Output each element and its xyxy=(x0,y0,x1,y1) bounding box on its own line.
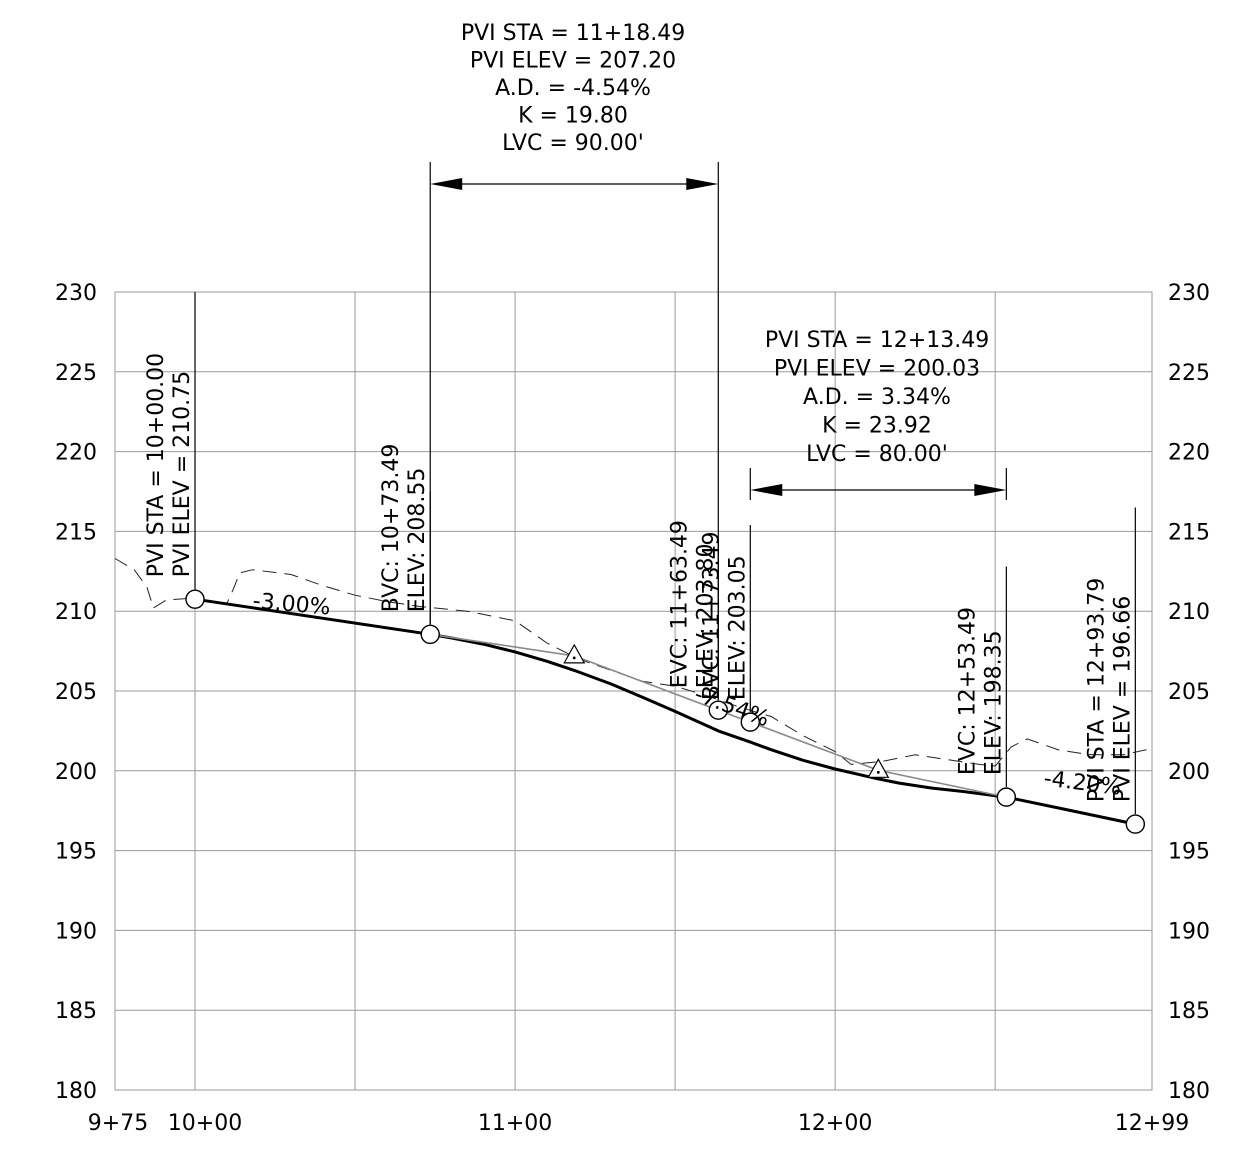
y-tick-left: 185 xyxy=(55,999,97,1024)
curve-info-line: PVI STA = 11+18.49 xyxy=(461,21,685,46)
y-tick-right: 215 xyxy=(1168,520,1210,545)
x-tick-label: 12+00 xyxy=(798,1111,872,1136)
station-label: ELEV: 198.35 xyxy=(981,630,1006,775)
station-label: ELEV: 203.05 xyxy=(725,555,750,700)
x-tick-label: 9+75 xyxy=(88,1111,148,1136)
station-label: PVI STA = 10+00.00 xyxy=(144,353,169,577)
series-tangent-extension xyxy=(430,633,1007,798)
station-label: BVC: 10+73.49 xyxy=(379,444,404,613)
curve-info-line: K = 19.80 xyxy=(518,104,628,129)
dimension-arrow-left xyxy=(750,484,783,496)
bvc-point xyxy=(420,624,440,645)
evc-point xyxy=(996,787,1017,807)
curve-info-line: LVC = 80.00' xyxy=(806,442,948,467)
y-tick-right: 225 xyxy=(1168,361,1210,386)
curve-info-line: PVI ELEV = 200.03 xyxy=(774,357,980,382)
y-tick-left: 205 xyxy=(55,680,97,705)
y-tick-left: 230 xyxy=(55,281,97,306)
y-tick-right: 230 xyxy=(1168,281,1210,306)
y-tick-left: 200 xyxy=(55,760,97,785)
evc-point xyxy=(708,700,728,720)
station-label: EVC: 12+53.49 xyxy=(955,607,980,775)
y-tick-left: 180 xyxy=(55,1079,97,1104)
pvi-dot xyxy=(572,656,576,660)
x-tick-label: 10+00 xyxy=(168,1111,242,1136)
y-tick-right: 185 xyxy=(1168,999,1210,1024)
dimension-arrow-right xyxy=(974,484,1007,496)
y-tick-left: 190 xyxy=(55,919,97,944)
curve-info-line: PVI STA = 12+13.49 xyxy=(765,328,989,353)
pvi-triangle xyxy=(867,758,890,778)
x-tick-label: 12+99 xyxy=(1115,1111,1189,1136)
y-tick-right: 205 xyxy=(1168,680,1210,705)
grade-label: -3.00% xyxy=(252,589,332,621)
y-tick-right: 220 xyxy=(1168,441,1210,466)
y-tick-right: 200 xyxy=(1168,760,1210,785)
profile-points xyxy=(185,589,1146,834)
station-label: PVI ELEV = 196.66 xyxy=(1110,596,1135,802)
station-label: ELEV: 203.80 xyxy=(693,543,718,688)
station-label: PVI ELEV = 210.75 xyxy=(170,371,195,577)
dimension-arrow-right xyxy=(686,178,719,190)
curve-info-line: A.D. = 3.34% xyxy=(803,385,951,410)
pvi-point xyxy=(185,589,205,609)
x-tick-label: 11+00 xyxy=(478,1111,552,1136)
y-tick-left: 210 xyxy=(55,600,97,625)
station-label: EVC: 11+63.49 xyxy=(667,520,692,688)
y-tick-right: 180 xyxy=(1168,1079,1210,1104)
pvi-triangle xyxy=(563,643,586,664)
y-tick-left: 215 xyxy=(55,520,97,545)
bvc-point xyxy=(740,712,760,732)
station-label: BVC: 11+73.49 xyxy=(699,531,724,700)
axes: 180 180 185 185 190 190 195 195 200 200 205 205 210 2… xyxy=(55,281,1210,1136)
series xyxy=(114,558,1153,826)
y-tick-left: 195 xyxy=(55,840,97,865)
y-tick-right: 190 xyxy=(1168,919,1210,944)
series-proposed-profile xyxy=(194,597,1136,826)
pvi-dot xyxy=(876,770,880,774)
dimension-arrow-left xyxy=(430,178,463,190)
curve-info-line: K = 23.92 xyxy=(822,414,932,439)
y-tick-right: 195 xyxy=(1168,840,1210,865)
curve-info-line: LVC = 90.00' xyxy=(502,131,644,156)
station-label: ELEV: 208.55 xyxy=(405,468,430,613)
y-tick-right: 210 xyxy=(1168,600,1210,625)
y-tick-left: 225 xyxy=(55,361,97,386)
station-label: PVI STA = 12+93.79 xyxy=(1084,578,1109,802)
curve-info-line: PVI ELEV = 207.20 xyxy=(470,49,676,74)
y-tick-left: 220 xyxy=(55,441,97,466)
curve-info-line: A.D. = -4.54% xyxy=(495,76,651,101)
pvi-point xyxy=(1125,814,1146,834)
